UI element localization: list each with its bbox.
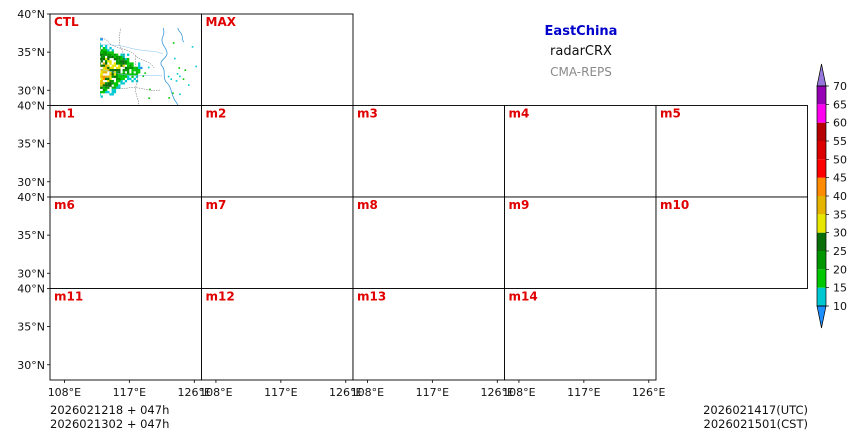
lon-tick-label: 126°E xyxy=(178,386,211,399)
lon-tick-label: 126°E xyxy=(329,386,362,399)
colorbar-tick-label: 45 xyxy=(833,172,847,185)
colorbar-swatch xyxy=(817,287,826,306)
panel-m11: m11 xyxy=(49,288,202,381)
panel-ctl: CTL xyxy=(49,13,202,106)
variable-title: radarCRX xyxy=(550,44,612,59)
colorbar-tick-label: 30 xyxy=(833,227,847,240)
panel-m3: m3 xyxy=(352,105,505,198)
colorbar-extend-high xyxy=(816,63,827,87)
lat-tick-label: 40°N xyxy=(17,191,45,204)
lat-tick-label: 30°N xyxy=(17,84,45,97)
valid-time-cst: 2026021501(CST) xyxy=(704,417,809,431)
colorbar-swatch xyxy=(817,104,826,123)
panel-label: m5 xyxy=(660,107,681,121)
lon-tick-label: 108°E xyxy=(351,386,384,399)
colorbar-swatch xyxy=(817,159,826,178)
axis-ticks: 40°N 35°N 30°N 40°N 35°N 30°N 40°N 35°N 30°N 40°N… xyxy=(17,8,665,399)
colorbar-swatch xyxy=(817,232,826,251)
panel-m7: m7 xyxy=(201,196,354,289)
panel-label: m3 xyxy=(357,107,378,121)
colorbar-swatch xyxy=(817,141,826,160)
panel-label: m1 xyxy=(54,107,75,121)
lat-tick-label: 35°N xyxy=(17,138,45,151)
panel-label: m6 xyxy=(54,198,75,212)
panel-label: m9 xyxy=(509,198,530,212)
init-time-cst: 2026021302 + 047h xyxy=(50,417,169,431)
panel-m14: m14 xyxy=(504,288,657,381)
panel-m2: m2 xyxy=(201,105,354,198)
colorbar-tick-label: 50 xyxy=(833,153,847,166)
panel-label: m2 xyxy=(206,107,227,121)
colorbar-tick-label: 35 xyxy=(833,208,847,221)
lon-tick-label: 117°E xyxy=(264,386,297,399)
panel-m13: m13 xyxy=(352,288,505,381)
colorbar-tick-label: 10 xyxy=(833,300,847,313)
colorbar-swatch xyxy=(817,177,826,196)
lat-tick-label: 30°N xyxy=(17,267,45,280)
colorbar-extend-low xyxy=(816,305,827,329)
colorbar-swatch xyxy=(817,196,826,215)
init-time-utc: 2026021218 + 047h xyxy=(50,403,169,417)
panel-label: m14 xyxy=(509,290,538,304)
panel-m4: m4 xyxy=(504,105,657,198)
panel-label: m12 xyxy=(206,290,235,304)
reflectivity-field xyxy=(100,38,197,100)
panel-m8: m8 xyxy=(352,196,505,289)
colorbar-swatch xyxy=(817,122,826,141)
panel-label: m10 xyxy=(660,198,689,212)
panel-m1: m1 xyxy=(49,105,202,198)
panel-grid: CTL MAX m1 m2 m3 m4 m5 m6 m7 m8 m9 m10 m11 m12 m13 m14 xyxy=(49,13,808,381)
region-title: EastChina xyxy=(545,24,618,39)
colorbar-swatch xyxy=(817,86,826,105)
panel-max: MAX xyxy=(201,13,354,106)
panel-m12: m12 xyxy=(201,288,354,381)
colorbar-tick-label: 40 xyxy=(833,190,847,203)
lat-tick-label: 40°N xyxy=(17,100,45,113)
colorbar-tick-label: 55 xyxy=(833,135,847,148)
colorbar-tick-label: 20 xyxy=(833,263,847,276)
lon-tick-label: 117°E xyxy=(416,386,449,399)
colorbar-tick-label: 25 xyxy=(833,245,847,258)
lat-tick-label: 30°N xyxy=(17,359,45,372)
valid-time-utc: 2026021417(UTC) xyxy=(703,403,808,417)
colorbar-swatch xyxy=(817,269,826,288)
panel-label: m8 xyxy=(357,198,378,212)
colorbar-swatch xyxy=(817,214,826,233)
panel-label: m4 xyxy=(509,107,530,121)
lat-tick-label: 35°N xyxy=(17,321,45,334)
lat-tick-label: 40°N xyxy=(17,283,45,296)
panel-label: CTL xyxy=(54,15,79,29)
lat-tick-label: 30°N xyxy=(17,176,45,189)
colorbar-swatch xyxy=(817,251,826,270)
colorbar-tick-label: 60 xyxy=(833,117,847,130)
panel-m6: m6 xyxy=(49,196,202,289)
lon-tick-label: 108°E xyxy=(48,386,81,399)
lat-tick-label: 35°N xyxy=(17,229,45,242)
lat-tick-label: 35°N xyxy=(17,46,45,59)
panel-label: m11 xyxy=(54,290,83,304)
colorbar-tick-label: 15 xyxy=(833,282,847,295)
lon-tick-label: 117°E xyxy=(113,386,146,399)
lat-tick-label: 40°N xyxy=(17,8,45,21)
lon-tick-label: 126°E xyxy=(481,386,514,399)
colorbar-tick-label: 65 xyxy=(833,98,847,111)
panel-m5: m5 xyxy=(655,105,808,198)
system-title: CMA-REPS xyxy=(550,65,612,79)
panel-label: m7 xyxy=(206,198,227,212)
colorbar: 10 15 20 25 30 35 40 45 50 55 60 65 70 xyxy=(816,63,847,329)
panel-m10: m10 xyxy=(655,196,808,289)
geography xyxy=(100,28,185,106)
lon-tick-label: 108°E xyxy=(502,386,535,399)
lon-tick-label: 126°E xyxy=(632,386,665,399)
lon-tick-label: 117°E xyxy=(567,386,600,399)
lon-tick-label: 108°E xyxy=(199,386,232,399)
panel-label: m13 xyxy=(357,290,386,304)
panel-label: MAX xyxy=(206,15,237,29)
colorbar-tick-label: 70 xyxy=(833,80,847,93)
panel-m9: m9 xyxy=(504,196,657,289)
